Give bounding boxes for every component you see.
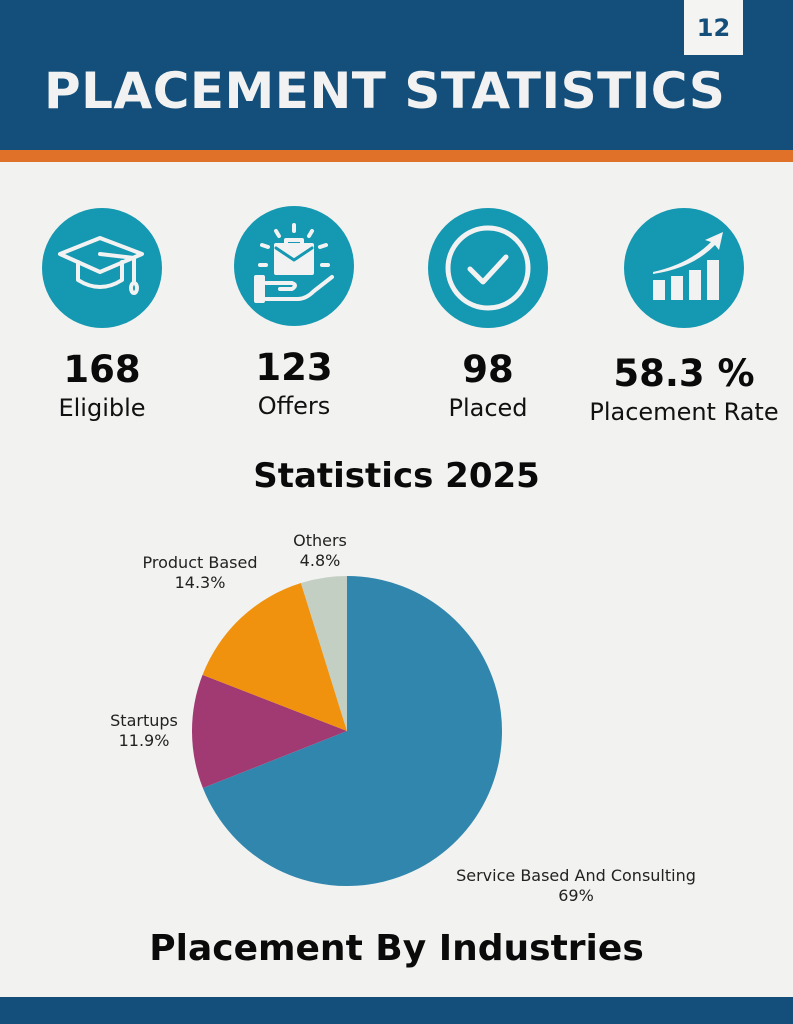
label-pct: 4.8% — [299, 551, 341, 570]
footer-bar — [0, 997, 793, 1024]
stat-label: Placed — [448, 394, 528, 422]
chart-caption: Placement By Industries — [149, 928, 644, 969]
label-name: Others — [293, 531, 347, 550]
stat-value: 168 — [63, 348, 141, 391]
briefcase-offer-icon — [234, 206, 354, 326]
graduation-cap-icon — [42, 208, 162, 328]
stat-value: 58.3 % — [613, 352, 755, 395]
pie-slice-startups — [191, 674, 347, 789]
label-pct: 14.3% — [174, 573, 226, 592]
stat-value: 123 — [255, 346, 333, 389]
stat-value: 98 — [462, 348, 514, 391]
label-name: Product Based — [142, 553, 258, 572]
header-banner — [0, 0, 793, 150]
label-pct: 11.9% — [118, 731, 170, 750]
pie-label-service-based: Service Based And Consulting 69% — [426, 866, 726, 906]
pie-label-others: Others 4.8% — [270, 531, 370, 571]
pie-label-product-based: Product Based 14.3% — [120, 553, 280, 593]
stat-label: Offers — [257, 392, 331, 420]
section-title: Statistics 2025 — [253, 456, 540, 496]
label-pct: 69% — [558, 886, 594, 905]
accent-bar — [0, 150, 793, 162]
pie-label-startups: Startups 11.9% — [94, 711, 194, 751]
page-title: PLACEMENT STATISTICS — [44, 62, 726, 120]
stat-placed: 98 Placed — [388, 208, 588, 424]
stat-label: Placement Rate — [589, 398, 779, 426]
pie-slice-others — [300, 576, 347, 731]
page-number: 12 — [684, 0, 743, 55]
check-circle-icon — [428, 208, 548, 328]
growth-chart-icon — [624, 208, 744, 328]
label-name: Service Based And Consulting — [456, 866, 696, 885]
pie-slice-product-based — [202, 582, 347, 731]
label-name: Startups — [110, 711, 178, 730]
stat-placement-rate: 58.3 % Placement Rate — [584, 208, 784, 428]
stat-label: Eligible — [58, 394, 146, 422]
pie-slice-service-based-and-consulting — [202, 576, 502, 886]
stat-eligible: 168 Eligible — [2, 208, 202, 424]
stat-offers: 123 Offers — [194, 206, 394, 422]
